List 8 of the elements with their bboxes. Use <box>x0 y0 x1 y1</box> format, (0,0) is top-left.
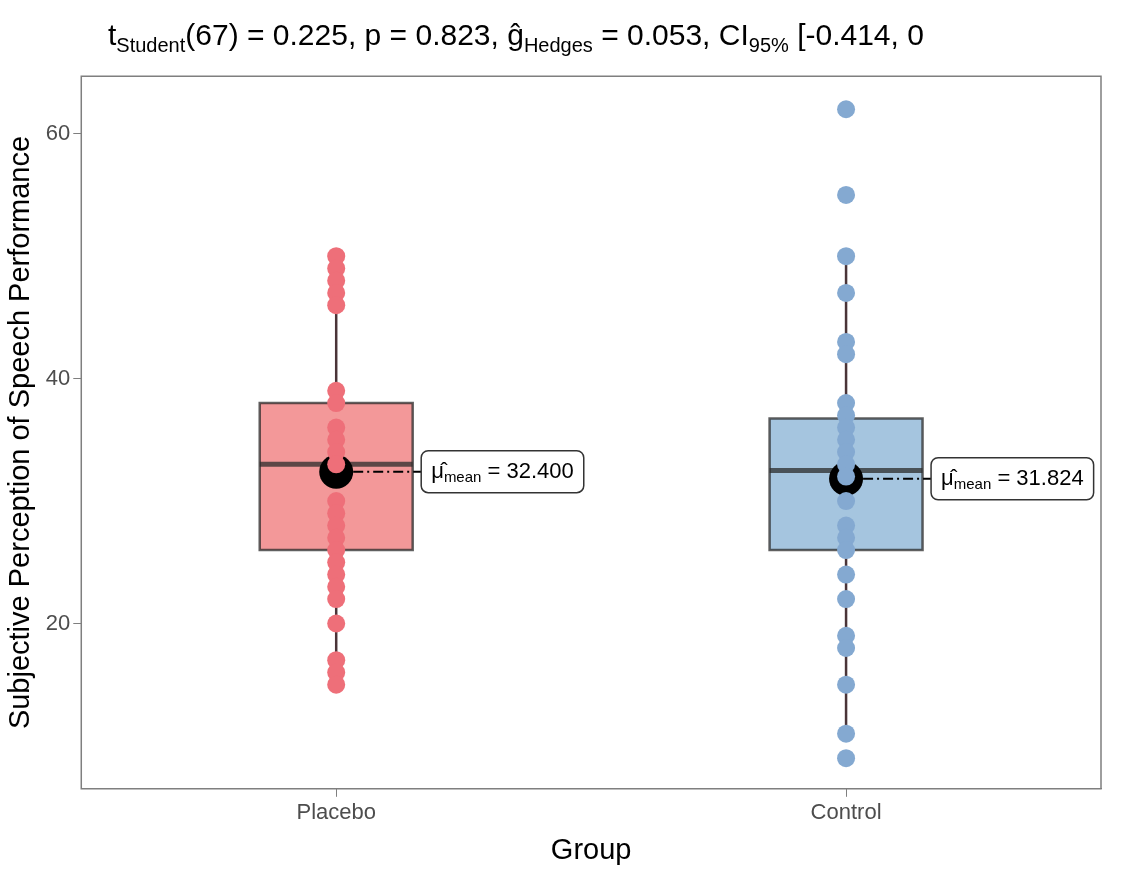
y-tick-label: 60 <box>45 119 71 145</box>
y-tick-label: 40 <box>45 364 71 390</box>
x-tick-label: Placebo <box>296 799 376 825</box>
chart-title: t$_{Student}$(67) = 0.225, p = 0.823, ĝ$_{Hedges}$ = 0.053, CI$_{95%}$ [-0.414, 0 <box>108 18 924 57</box>
x-axis-title: Group <box>550 832 632 865</box>
y-tick-label: 20 <box>45 609 71 635</box>
x-tick-label: Control <box>810 799 882 825</box>
y-axis-title: Subjective Perception of Speech Performance <box>3 135 36 730</box>
